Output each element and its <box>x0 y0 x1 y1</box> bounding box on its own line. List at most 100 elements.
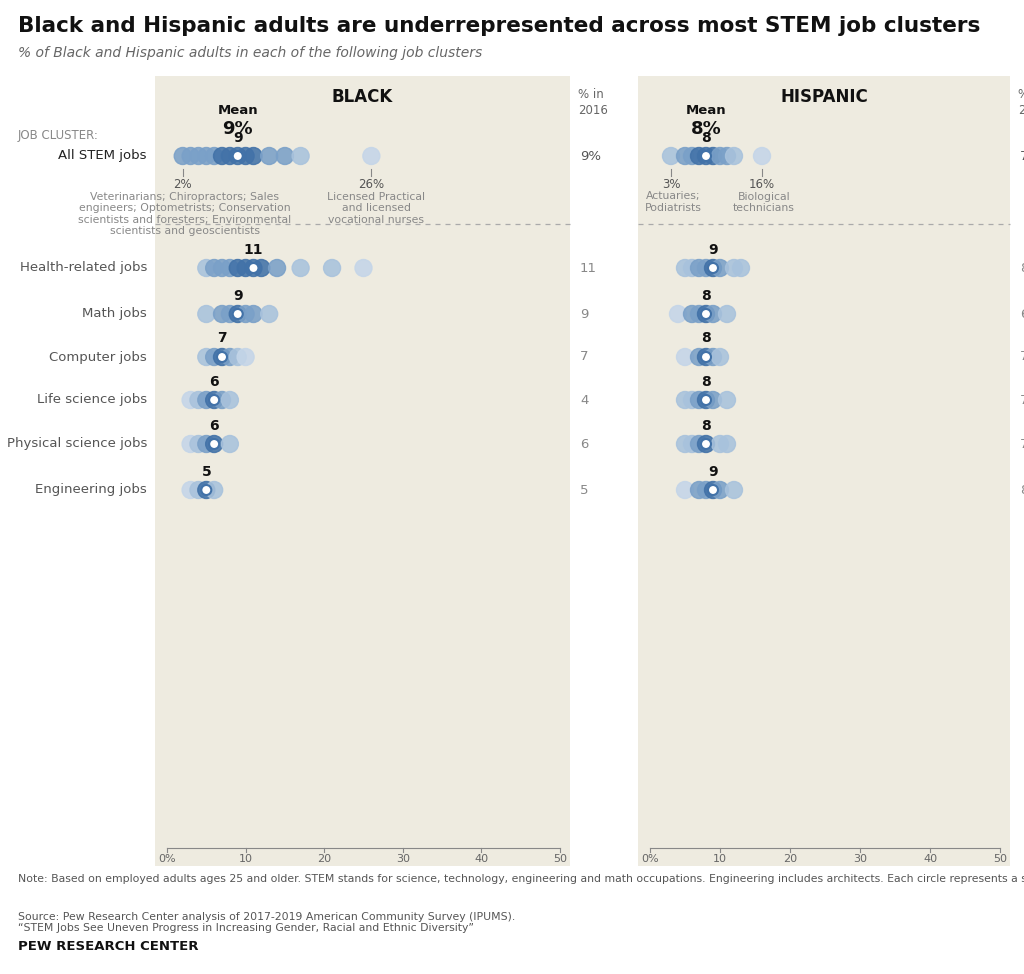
Circle shape <box>705 349 722 365</box>
Text: Mean: Mean <box>217 104 258 117</box>
Circle shape <box>221 147 239 165</box>
Text: BLACK: BLACK <box>332 88 393 106</box>
Circle shape <box>677 392 693 408</box>
Circle shape <box>754 147 770 165</box>
Circle shape <box>214 147 230 165</box>
Circle shape <box>690 392 708 408</box>
Text: 8: 8 <box>701 288 711 303</box>
Text: 40: 40 <box>474 854 488 864</box>
Text: 8: 8 <box>1020 261 1024 275</box>
Circle shape <box>719 435 735 453</box>
Circle shape <box>189 147 207 165</box>
Circle shape <box>725 481 742 499</box>
Text: 11: 11 <box>244 243 263 256</box>
Circle shape <box>697 306 715 322</box>
Text: Black and Hispanic adults are underrepresented across most STEM job clusters: Black and Hispanic adults are underrepre… <box>18 16 980 36</box>
Circle shape <box>697 435 715 453</box>
Circle shape <box>182 392 199 408</box>
Bar <box>638 76 1010 866</box>
Circle shape <box>708 485 718 495</box>
Text: 3%: 3% <box>662 177 680 191</box>
Text: 6: 6 <box>209 419 219 432</box>
Circle shape <box>198 392 215 408</box>
Circle shape <box>705 481 722 499</box>
Circle shape <box>708 263 718 273</box>
Circle shape <box>182 481 199 499</box>
Circle shape <box>690 147 708 165</box>
Circle shape <box>198 481 215 499</box>
Circle shape <box>705 392 722 408</box>
Text: 11: 11 <box>580 261 597 275</box>
Text: Licensed Practical
and licensed
vocational nurses: Licensed Practical and licensed vocation… <box>328 192 425 225</box>
Circle shape <box>206 259 222 277</box>
Circle shape <box>697 259 715 277</box>
Circle shape <box>701 395 711 405</box>
Circle shape <box>276 147 294 165</box>
Circle shape <box>712 349 728 365</box>
Text: 6: 6 <box>209 374 219 389</box>
Circle shape <box>690 349 708 365</box>
Circle shape <box>221 306 239 322</box>
Text: Veterinarians; Chiropractors; Sales
engineers; Optometrists; Conservation
scient: Veterinarians; Chiropractors; Sales engi… <box>78 192 291 237</box>
Circle shape <box>670 306 686 322</box>
Text: 9: 9 <box>580 308 589 320</box>
Circle shape <box>677 435 693 453</box>
Text: 9%: 9% <box>222 120 253 138</box>
Circle shape <box>701 151 711 161</box>
Text: % in
2016: % in 2016 <box>578 88 608 117</box>
Circle shape <box>174 147 191 165</box>
Circle shape <box>324 259 341 277</box>
Text: Health-related jobs: Health-related jobs <box>19 261 147 275</box>
Circle shape <box>705 259 722 277</box>
Circle shape <box>663 147 680 165</box>
Circle shape <box>238 259 254 277</box>
Circle shape <box>705 147 722 165</box>
Text: 50: 50 <box>553 854 567 864</box>
Text: 8: 8 <box>701 131 711 144</box>
Circle shape <box>697 147 715 165</box>
Text: 10: 10 <box>239 854 253 864</box>
Circle shape <box>229 147 246 165</box>
Circle shape <box>245 147 262 165</box>
Circle shape <box>206 147 222 165</box>
Text: 16%: 16% <box>749 177 775 191</box>
Text: JOB CLUSTER:: JOB CLUSTER: <box>18 129 99 142</box>
Circle shape <box>690 435 708 453</box>
Circle shape <box>209 395 219 405</box>
Circle shape <box>677 349 693 365</box>
Circle shape <box>690 481 708 499</box>
Circle shape <box>697 481 715 499</box>
Circle shape <box>697 349 715 365</box>
Text: Actuaries;
Podiatrists: Actuaries; Podiatrists <box>644 192 701 213</box>
Text: Mean: Mean <box>686 104 726 117</box>
Circle shape <box>683 306 700 322</box>
Text: 26%: 26% <box>358 177 384 191</box>
Circle shape <box>261 147 278 165</box>
Circle shape <box>292 147 309 165</box>
Circle shape <box>690 259 708 277</box>
Circle shape <box>217 352 227 362</box>
Circle shape <box>362 147 380 165</box>
Text: “STEM Jobs See Uneven Progress in Increasing Gender, Racial and Ethnic Diversity: “STEM Jobs See Uneven Progress in Increa… <box>18 923 474 933</box>
Circle shape <box>683 259 700 277</box>
Text: 8%: 8% <box>690 120 721 138</box>
Circle shape <box>206 435 222 453</box>
Text: 50: 50 <box>993 854 1007 864</box>
Circle shape <box>229 259 246 277</box>
Circle shape <box>732 259 750 277</box>
Circle shape <box>719 147 735 165</box>
Text: 7: 7 <box>1020 351 1024 363</box>
Text: 10: 10 <box>713 854 727 864</box>
Text: 7: 7 <box>1020 393 1024 406</box>
Circle shape <box>719 306 735 322</box>
Circle shape <box>238 349 254 365</box>
Text: 9: 9 <box>709 243 718 256</box>
Text: 7: 7 <box>1020 437 1024 451</box>
Circle shape <box>701 309 711 319</box>
Circle shape <box>206 392 222 408</box>
Circle shape <box>198 435 215 453</box>
Circle shape <box>238 147 254 165</box>
Circle shape <box>189 481 207 499</box>
Circle shape <box>705 306 722 322</box>
Text: 5: 5 <box>202 465 211 478</box>
